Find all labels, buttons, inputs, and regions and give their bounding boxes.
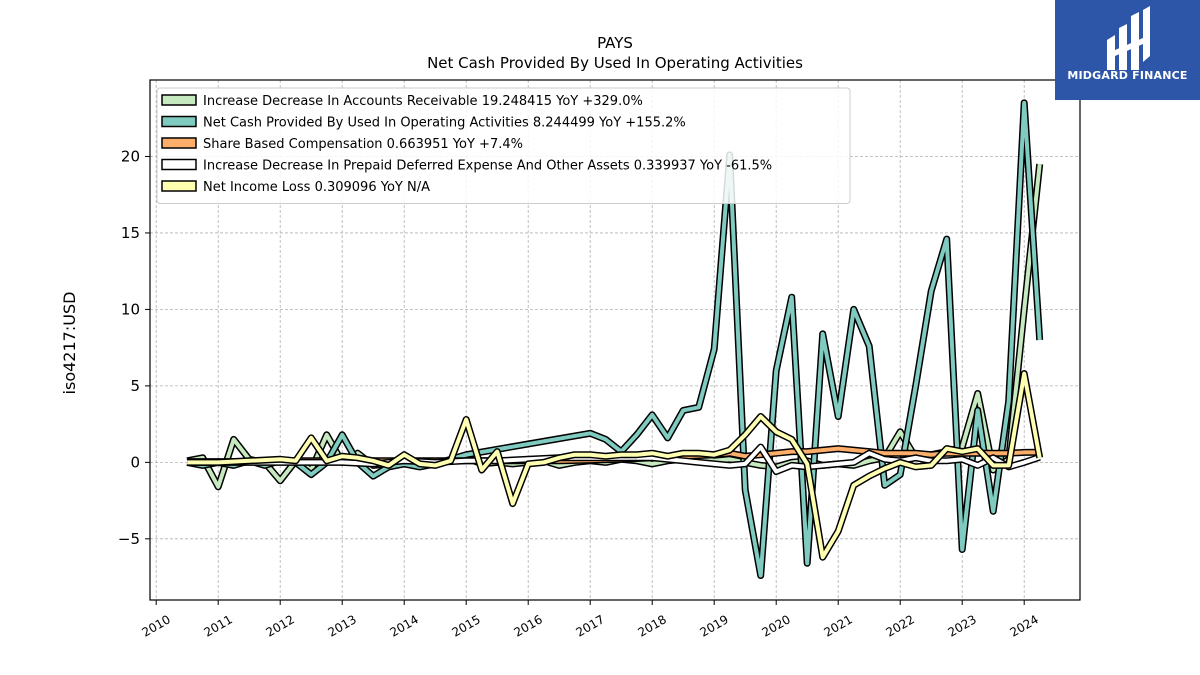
y-tick-label: 10 [121,300,140,318]
series-layer [186,99,1044,579]
y-tick-label: 15 [121,224,140,242]
y-tick-label: 0 [130,453,140,471]
legend-swatch [161,94,197,106]
legend-box [156,87,851,204]
legend-swatch [161,158,197,171]
logo-mark-icon [1107,6,1150,70]
legend-label: Share Based Compensation 0.663951 YoY +7… [203,137,523,152]
legend-label: Net Cash Provided By Used In Operating A… [203,116,686,131]
chart-subtitle: Net Cash Provided By Used In Operating A… [427,54,803,72]
logo-text: MIDGARD FINANCE [1067,69,1188,82]
y-axis-label: iso4217:USD [60,292,79,395]
y-tick-label: 5 [130,377,140,395]
legend: Increase Decrease In Accounts Receivable… [156,87,851,204]
legend-swatch [161,115,197,128]
series-5-line [187,371,1042,560]
legend-label: Increase Decrease In Accounts Receivable… [203,94,643,109]
y-tick-label: −5 [118,530,140,548]
legend-label: Increase Decrease In Prepaid Deferred Ex… [203,159,772,174]
legend-swatch [161,137,197,149]
legend-swatch [161,180,197,192]
legend-label: Net Income Loss 0.309096 YoY N/A [203,180,430,195]
chart-title: PAYS [597,34,633,52]
plot-frame [149,79,1081,601]
y-tick-label: 20 [121,147,140,165]
series-2-line [186,100,1042,578]
midgard-finance-logo: MIDGARD FINANCE [1055,0,1200,100]
